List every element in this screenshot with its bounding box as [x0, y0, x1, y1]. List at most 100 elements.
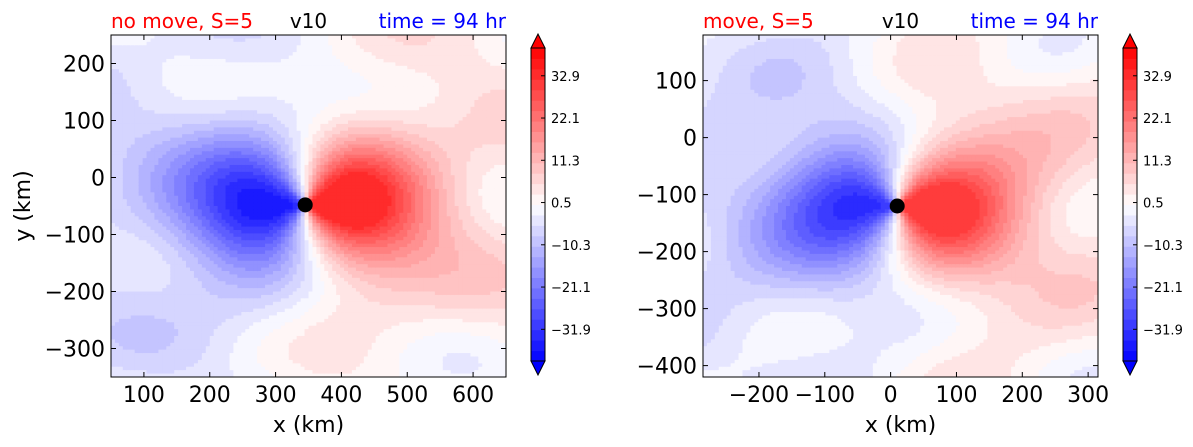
title-center: v10 [882, 9, 919, 33]
colorbar-level [1123, 350, 1137, 362]
colorbar-tick-label: 11.3 [1143, 154, 1172, 169]
y-tick-label: 100 [655, 70, 697, 95]
colorbar-tick-label: −10.3 [551, 239, 591, 254]
colorbar-tick-label: 32.9 [1143, 70, 1172, 85]
colorbar-level [531, 173, 545, 185]
colorbar-level [531, 121, 545, 132]
colorbar-level [531, 287, 545, 299]
colorbar-level [1123, 58, 1137, 70]
storm-center-marker [889, 198, 905, 214]
colorbar-frame [530, 47, 546, 362]
colorbar-level [1123, 308, 1137, 320]
colorbar-level [1123, 141, 1137, 153]
colorbar-level [1123, 89, 1137, 101]
colorbar-level [531, 162, 545, 174]
x-tick-label: 100 [935, 383, 977, 408]
colorbar-level [1123, 287, 1137, 299]
x-tick-label: 300 [1067, 383, 1109, 408]
colorbar-extend-min [530, 360, 546, 377]
colorbar-level [531, 350, 545, 362]
y-tick-label: −200 [637, 241, 697, 266]
colorbar-level [531, 225, 545, 237]
colorbar-extend-min [1122, 360, 1138, 377]
y-tick-label: 0 [91, 167, 105, 192]
colorbar-level [1123, 194, 1137, 205]
colorbar-level [531, 319, 545, 331]
colorbar-level [531, 152, 545, 164]
colorbar-level [1123, 329, 1137, 341]
colorbar-level [1123, 256, 1137, 268]
y-tick-label: 200 [63, 53, 105, 78]
colorbar-tick-label: −21.1 [1143, 281, 1183, 296]
colorbar-level [531, 58, 545, 70]
colorbar-level [531, 329, 545, 341]
y-axis-label: y (km) [11, 170, 36, 241]
chart-panel-2: −200 −100 0 100 200 300−400−300−200−1000100mo… [637, 9, 1183, 438]
colorbar-tick-label: −31.9 [1143, 323, 1183, 338]
colorbar-level [531, 298, 545, 310]
colorbar-level [1123, 79, 1137, 91]
colorbar-level [531, 277, 545, 289]
colorbar-level [531, 246, 545, 258]
colorbar: −31.9 −21.1 −10.3 0.5 11.3 22.1 32.9 [1122, 32, 1183, 377]
heatmap-field [703, 35, 1098, 377]
colorbar-tick-label: 0.5 [1143, 197, 1164, 212]
x-tick-label: −200 [729, 383, 789, 408]
colorbar-level [1123, 152, 1137, 164]
y-tick-label: 0 [683, 127, 697, 152]
x-tick-label: 400 [320, 383, 362, 408]
axes-frame [702, 34, 1099, 378]
colorbar-level [1123, 214, 1137, 226]
colorbar-level [531, 256, 545, 268]
x-axis-label: x (km) [865, 413, 936, 438]
x-axis-label: x (km) [273, 413, 344, 438]
colorbar-level [1123, 267, 1137, 279]
colorbar-frame [1122, 47, 1138, 362]
colorbar-level [531, 267, 545, 279]
storm-center-marker [297, 197, 313, 213]
colorbar-tick-label: 22.1 [1143, 112, 1172, 127]
title-left: no move, S=5 [111, 9, 253, 33]
x-tick-label: −100 [795, 383, 855, 408]
colorbar-level [1123, 277, 1137, 289]
colorbar-level [531, 194, 545, 205]
colorbar-tick-label: 22.1 [551, 112, 580, 127]
colorbar-extend-max [530, 32, 546, 49]
colorbar-level [1123, 183, 1137, 195]
colorbar-level [1123, 319, 1137, 331]
x-tick-label: 0 [884, 383, 898, 408]
colorbar-level [531, 110, 545, 122]
title-center: v10 [290, 9, 327, 33]
colorbar-level [1123, 48, 1137, 59]
colorbar-level [1123, 204, 1137, 216]
colorbar-level [531, 48, 545, 59]
colorbar-level [1123, 173, 1137, 185]
colorbar-tick-label: 32.9 [551, 70, 580, 85]
colorbar-tick-label: −31.9 [551, 323, 591, 338]
colorbar-extend-max [1122, 32, 1138, 49]
x-tick-label: 600 [452, 383, 494, 408]
colorbar-level [531, 183, 545, 195]
axes-frame [110, 34, 507, 378]
colorbar-level [1123, 162, 1137, 174]
colorbar-level [531, 214, 545, 226]
x-tick-label: 200 [1001, 383, 1043, 408]
colorbar-level [1123, 121, 1137, 132]
heatmap-field [111, 35, 506, 377]
colorbar-level [1123, 100, 1137, 112]
colorbar-level [1123, 246, 1137, 258]
y-tick-label: 100 [63, 110, 105, 135]
colorbar-level [1123, 131, 1137, 143]
colorbar: −31.9 −21.1 −10.3 0.5 11.3 22.1 32.9 [530, 32, 591, 377]
colorbar-level [1123, 225, 1137, 237]
colorbar-level [1123, 68, 1137, 80]
x-tick-label: 500 [386, 383, 428, 408]
colorbar-level [1123, 235, 1137, 247]
title-right: time = 94 hr [379, 9, 507, 33]
colorbar-level [531, 131, 545, 143]
x-tick-label: 100 [123, 383, 165, 408]
chart-panel-1: 100 200 300 400 500 600−300−200−1000100200no … [11, 9, 591, 438]
colorbar-tick-label: 0.5 [551, 197, 572, 212]
title-left: move, S=5 [703, 9, 814, 33]
